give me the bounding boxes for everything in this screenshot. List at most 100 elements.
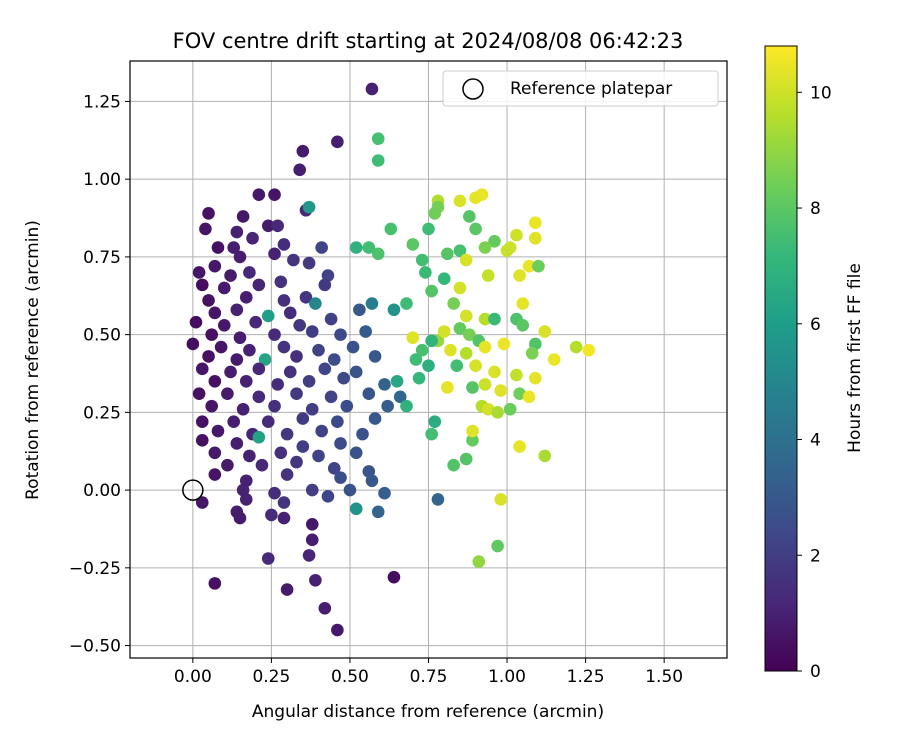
colorbar-tick-label: 8 xyxy=(810,199,821,219)
data-point xyxy=(334,471,347,484)
data-point xyxy=(494,384,508,397)
data-point xyxy=(365,474,379,488)
data-point xyxy=(459,309,473,323)
data-point xyxy=(261,219,275,233)
colorbar-tick-label: 4 xyxy=(810,431,821,451)
data-point xyxy=(312,449,325,463)
data-point xyxy=(469,359,482,373)
data-point xyxy=(205,399,218,413)
data-point xyxy=(547,353,561,366)
colorbar-tick-label: 0 xyxy=(810,662,821,682)
data-point xyxy=(359,325,372,338)
data-point xyxy=(309,297,322,310)
data-point xyxy=(459,346,473,360)
data-point xyxy=(463,210,476,223)
data-point xyxy=(268,486,281,500)
data-point xyxy=(538,449,552,463)
data-point xyxy=(491,406,504,419)
data-point xyxy=(290,387,303,401)
data-point xyxy=(450,359,464,373)
data-point xyxy=(453,244,467,257)
data-point xyxy=(261,552,275,565)
y-tick-label: 0.00 xyxy=(83,481,121,501)
data-point xyxy=(318,601,332,615)
data-point xyxy=(488,235,501,248)
data-points xyxy=(186,82,596,637)
data-point xyxy=(312,343,325,357)
data-point xyxy=(309,573,322,587)
data-point xyxy=(290,350,303,363)
data-point xyxy=(261,309,275,323)
data-point xyxy=(349,241,363,254)
data-point xyxy=(268,328,281,341)
x-tick-label: 0.75 xyxy=(410,667,448,687)
data-point xyxy=(195,415,209,428)
data-point xyxy=(243,449,256,463)
colorbar-tick-label: 10 xyxy=(810,83,832,103)
data-point xyxy=(582,343,596,357)
y-tick-label: 0.25 xyxy=(83,403,121,423)
data-point xyxy=(529,231,542,245)
data-point xyxy=(202,207,215,220)
y-tick-label: −0.25 xyxy=(69,559,121,579)
data-point xyxy=(431,493,445,506)
x-tick-label: 1.25 xyxy=(567,667,605,687)
data-point xyxy=(569,340,583,354)
data-point xyxy=(252,430,266,444)
data-point xyxy=(233,511,247,525)
data-point xyxy=(280,583,294,596)
data-point xyxy=(315,241,328,254)
data-point xyxy=(318,362,332,376)
data-point xyxy=(293,318,306,332)
data-point xyxy=(453,281,467,295)
data-point xyxy=(230,225,244,239)
data-point xyxy=(277,340,291,354)
data-point xyxy=(425,284,438,298)
data-point xyxy=(249,315,262,329)
data-point xyxy=(469,191,482,205)
colorbar-ticks: 0 2 4 6 8 10 xyxy=(797,83,832,682)
data-point xyxy=(189,315,203,329)
data-point xyxy=(293,163,306,177)
data-point xyxy=(428,415,442,428)
data-point xyxy=(510,368,523,382)
legend-reference-marker xyxy=(462,78,484,100)
data-point xyxy=(459,452,473,466)
data-point xyxy=(221,387,234,401)
data-point xyxy=(472,555,486,568)
data-point xyxy=(252,188,266,202)
x-tick-label: 1.50 xyxy=(645,667,683,687)
data-point xyxy=(327,462,341,475)
data-point xyxy=(274,275,288,289)
data-point xyxy=(296,440,310,453)
data-point xyxy=(466,381,479,394)
data-point xyxy=(277,294,291,307)
data-point xyxy=(362,387,376,401)
data-point xyxy=(488,312,501,326)
data-point xyxy=(437,272,451,285)
x-axis-label: Angular distance from reference (arcmin) xyxy=(252,702,604,722)
x-tick-label: 0.50 xyxy=(331,667,369,687)
data-point xyxy=(481,269,495,282)
data-point xyxy=(255,458,269,472)
data-point xyxy=(199,222,212,236)
data-point xyxy=(340,399,354,413)
data-point xyxy=(280,468,294,481)
data-point xyxy=(246,231,259,245)
data-point xyxy=(302,256,316,270)
data-point xyxy=(529,216,542,229)
data-point xyxy=(447,297,460,310)
data-point xyxy=(365,82,379,96)
data-point xyxy=(205,328,218,341)
data-point xyxy=(522,390,536,404)
data-point xyxy=(447,458,460,472)
x-axis-ticks: 0.00 0.25 0.50 0.75 1.00 1.25 1.50 xyxy=(174,658,683,687)
grid xyxy=(130,61,727,658)
data-point xyxy=(274,446,288,460)
data-point xyxy=(349,365,363,379)
data-point xyxy=(384,222,398,236)
data-point xyxy=(378,378,391,391)
data-point xyxy=(268,188,281,202)
data-point xyxy=(252,362,266,376)
